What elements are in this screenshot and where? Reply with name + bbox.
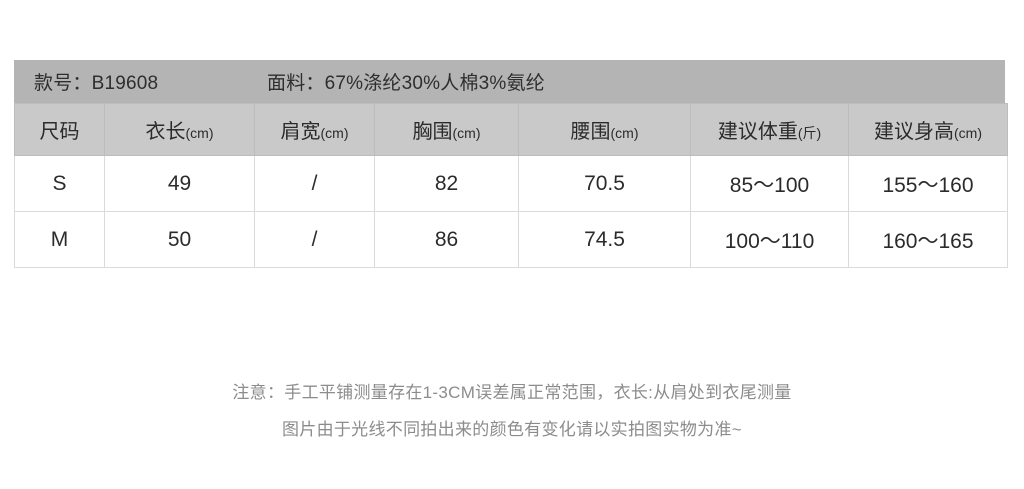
- cell-waist: 70.5: [518, 155, 691, 212]
- cell-height: 155～160: [848, 155, 1008, 212]
- cell-shoulder: /: [254, 211, 375, 268]
- column-header-waist: 腰围(cm): [518, 103, 691, 156]
- note-measurement-tolerance: 注意：手工平铺测量存在1-3CM误差属正常范围，衣长:从肩处到衣尾测量: [232, 383, 792, 402]
- column-header-bust: 胸围(cm): [374, 103, 519, 156]
- column-header-bust-unit: (cm): [452, 125, 481, 141]
- cell-bust: 82: [374, 155, 519, 212]
- cell-size: M: [14, 211, 105, 268]
- product-info-band: 款号：B19608 面料：67%涤纶30%人棉3%氨纶: [14, 60, 1005, 103]
- column-header-size-text: 尺码: [39, 121, 80, 143]
- column-header-weight-text: 建议体重: [717, 121, 798, 143]
- cell-bust: 86: [374, 211, 519, 268]
- cell-length: 50: [104, 211, 255, 268]
- footer-notes: 注意：手工平铺测量存在1-3CM误差属正常范围，衣长:从肩处到衣尾测量 图片由于…: [0, 374, 1024, 448]
- cell-shoulder: /: [254, 155, 375, 212]
- table-row: M 50 / 86 74.5 100～110 160～165: [14, 211, 1008, 268]
- size-measurement-table: 尺码 衣长(cm) 肩宽(cm) 胸围(cm) 腰围(cm) 建议体重(斤) 建…: [14, 103, 1008, 268]
- cell-weight: 100～110: [690, 211, 849, 268]
- column-header-size: 尺码: [14, 103, 105, 156]
- column-header-shoulder-text: 肩宽: [280, 121, 321, 143]
- table-row: S 49 / 82 70.5 85～100 155～160: [14, 155, 1008, 212]
- column-header-bust-text: 胸围: [412, 121, 453, 143]
- column-header-length-text: 衣长: [145, 121, 186, 143]
- column-header-height: 建议身高(cm): [848, 103, 1008, 156]
- column-header-height-text: 建议身高: [874, 121, 954, 143]
- column-header-waist-text: 腰围: [570, 121, 611, 143]
- fabric-composition-label: 面料：67%涤纶30%人棉3%氨纶: [267, 73, 545, 94]
- cell-length: 49: [104, 155, 255, 212]
- column-header-weight-unit: (斤): [797, 125, 822, 141]
- cell-waist: 74.5: [518, 211, 691, 268]
- cell-size: S: [14, 155, 105, 212]
- column-header-shoulder: 肩宽(cm): [254, 103, 375, 156]
- note-color-disclaimer: 图片由于光线不同拍出来的颜色有变化请以实拍图实物为准~: [281, 420, 743, 439]
- table-header-row: 尺码 衣长(cm) 肩宽(cm) 胸围(cm) 腰围(cm) 建议体重(斤) 建…: [14, 103, 1008, 156]
- column-header-shoulder-unit: (cm): [320, 125, 349, 141]
- column-header-height-unit: (cm): [954, 125, 982, 141]
- cell-weight: 85～100: [690, 155, 849, 212]
- column-header-length-unit: (cm): [185, 125, 214, 141]
- column-header-weight: 建议体重(斤): [690, 103, 849, 156]
- style-number-label: 款号：B19608: [34, 73, 159, 94]
- cell-height: 160～165: [848, 211, 1008, 268]
- column-header-waist-unit: (cm): [610, 125, 639, 141]
- column-header-length: 衣长(cm): [104, 103, 255, 156]
